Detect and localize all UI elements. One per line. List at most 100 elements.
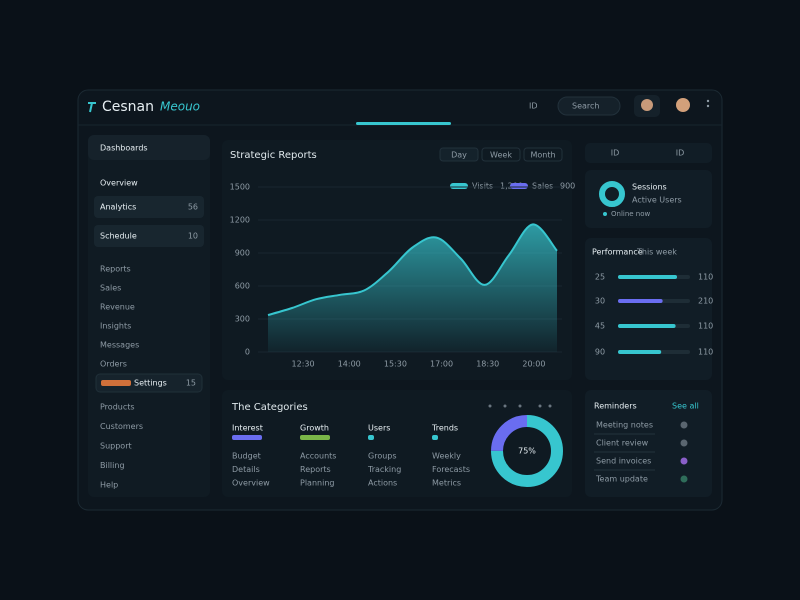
legend-swatch [450,183,468,189]
column-chip [368,435,374,440]
progress-label: 30 [595,297,605,306]
menu-dot[interactable] [706,99,710,103]
sidebar-item-value[interactable]: 10 [188,232,198,241]
sidebar-highlight-label[interactable]: Settings [134,379,167,388]
toolbar-dot[interactable] [548,404,552,408]
column-title: Interest [232,424,263,433]
column-line: Details [232,465,260,474]
column-title: Trends [431,424,458,433]
sidebar-link[interactable]: Revenue [100,303,135,312]
column-line: Budget [232,452,261,461]
progress-bar [618,350,662,354]
progress-card [585,238,712,380]
donut-segment [491,415,563,487]
legend-name: Sales [532,182,553,191]
chart-tab-label[interactable]: Day [451,151,467,160]
chart-tab[interactable] [481,147,521,162]
highlight-chip[interactable] [101,380,131,386]
y-tick-label: 1500 [230,183,250,192]
column-title: Users [368,424,390,433]
sidebar-item[interactable] [94,225,204,247]
search-text[interactable]: Search [572,102,599,111]
area [268,224,557,352]
y-tick-label: 0 [245,348,250,357]
sidebar-link[interactable]: Billing [100,461,125,470]
chart-title: Strategic Reports [230,150,317,161]
nav-item[interactable]: ID [529,102,538,111]
list-title: Reminders [594,402,637,411]
avatar[interactable] [641,99,653,111]
progress-title: Performance [592,248,643,257]
sidebar-link[interactable]: Support [100,442,132,451]
sidebar-item[interactable] [94,196,204,218]
progress-label: 25 [595,273,605,282]
toolbar-dot[interactable] [518,404,522,408]
list-item[interactable]: Team update [595,475,648,484]
sidebar-item-value[interactable]: 56 [188,203,198,212]
y-tick-label: 1200 [230,216,250,225]
ring-dot [603,212,607,216]
toolbar-dot[interactable] [503,404,507,408]
progress-end: 110 [698,273,713,282]
progress-bar [618,275,678,279]
sidebar-header [88,135,210,160]
column-line: Reports [300,465,331,474]
list-item[interactable]: Send invoices [596,457,651,466]
list-more[interactable]: See all [672,402,699,411]
sidebar-link[interactable]: Orders [100,360,127,369]
brand-sub[interactable]: Meouo [160,100,200,114]
categories-card [222,390,572,497]
chart-tab-label[interactable]: Week [490,151,512,160]
column-chip [432,435,438,440]
legend-swatch [510,183,528,189]
x-tick-label: 14:00 [338,360,361,369]
list-icon[interactable] [680,457,688,465]
chart-tab[interactable] [523,147,563,162]
sidebar-highlight-value[interactable]: 15 [186,379,196,388]
progress-bar [618,324,676,328]
list-icon[interactable] [680,421,688,429]
list-item[interactable]: Client review [596,439,649,448]
list-icon[interactable] [680,439,688,447]
x-tick-label: 18:30 [476,360,499,369]
progress-subtitle: This week [636,248,677,257]
list-icon[interactable] [680,475,688,483]
avatar[interactable] [676,98,690,112]
sidebar-link[interactable]: Help [100,481,118,490]
ring-title: Sessions [632,183,667,192]
sidebar-link[interactable]: Reports [100,265,131,274]
progress-bar [618,299,663,303]
top-right-label: ID [676,149,685,158]
column-line: Overview [232,479,270,488]
x-tick-label: 20:00 [522,360,545,369]
x-tick-label: 17:00 [430,360,453,369]
sidebar-item-label[interactable]: Analytics [100,203,136,212]
categories-title: The Categories [231,402,308,413]
menu-dot[interactable] [706,104,710,108]
top-right-label: ID [611,149,620,158]
toolbar-dot[interactable] [538,404,542,408]
column-title: Growth [300,424,329,433]
sidebar-link[interactable]: Messages [100,341,139,350]
progress-end: 110 [698,322,713,331]
sidebar-link[interactable]: Customers [100,422,143,431]
logo [88,102,96,113]
sidebar-link[interactable]: Sales [100,284,121,293]
ring-note: Online now [611,210,651,218]
sidebar-item-label[interactable]: Schedule [100,232,137,241]
x-tick-label: 15:30 [384,360,407,369]
y-tick-label: 600 [235,282,250,291]
search-box[interactable] [557,96,621,116]
list-item[interactable]: Meeting notes [596,421,653,430]
chart-tab[interactable] [439,147,479,162]
progress-end: 210 [698,297,713,306]
sidebar-highlight[interactable] [95,373,203,393]
toolbar-dot[interactable] [488,404,492,408]
sidebar-link[interactable]: Insights [100,322,131,331]
brand: Cesnan [102,99,154,115]
sidebar-link[interactable]: Products [100,403,135,412]
column-line: Forecasts [432,465,470,474]
chart-tab-label[interactable]: Month [530,151,555,160]
sidebar-title: Dashboards [100,144,148,153]
